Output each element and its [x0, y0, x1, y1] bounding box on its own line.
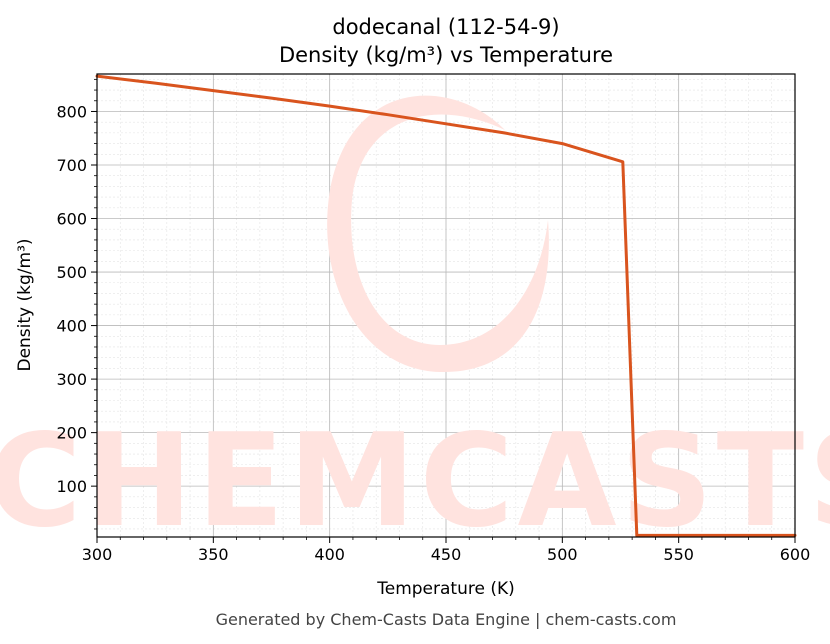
- y-tick-label: 200: [56, 424, 87, 443]
- x-tick-label: 600: [780, 545, 811, 564]
- watermark: CHEMCASTS: [0, 95, 830, 556]
- chart-title: dodecanal (112-54-9): [332, 15, 559, 39]
- x-axis-label: Temperature (K): [376, 579, 515, 599]
- tick-labels: 300 350 400 450 500 550 600 100 200 300 400 500 600 7…: [56, 102, 810, 564]
- x-tick-label: 350: [198, 545, 229, 564]
- y-tick-label: 700: [56, 156, 87, 175]
- density-series-line: [95, 74, 797, 537]
- series-layer: [95, 74, 797, 537]
- y-tick-label: 800: [56, 102, 87, 121]
- x-tick-label: 300: [82, 545, 113, 564]
- ticks: [91, 78, 796, 543]
- x-tick-label: 450: [431, 545, 462, 564]
- watermark-text: CHEMCASTS: [0, 407, 830, 556]
- y-tick-label: 300: [56, 370, 87, 389]
- y-axis-label: Density (kg/m³): [15, 238, 35, 371]
- chart-subtitle: Density (kg/m³) vs Temperature: [279, 43, 613, 67]
- major-grid: [96, 74, 796, 537]
- y-tick-label: 500: [56, 263, 87, 282]
- y-tick-label: 400: [56, 317, 87, 336]
- x-tick-label: 500: [547, 545, 578, 564]
- y-tick-label: 100: [56, 477, 87, 496]
- plot-frame: [96, 73, 796, 538]
- x-tick-label: 400: [314, 545, 345, 564]
- x-tick-label: 550: [663, 545, 694, 564]
- footer-credit: Generated by Chem-Casts Data Engine | ch…: [216, 610, 677, 629]
- y-tick-label: 600: [56, 210, 87, 229]
- watermark-swirl: [327, 95, 549, 373]
